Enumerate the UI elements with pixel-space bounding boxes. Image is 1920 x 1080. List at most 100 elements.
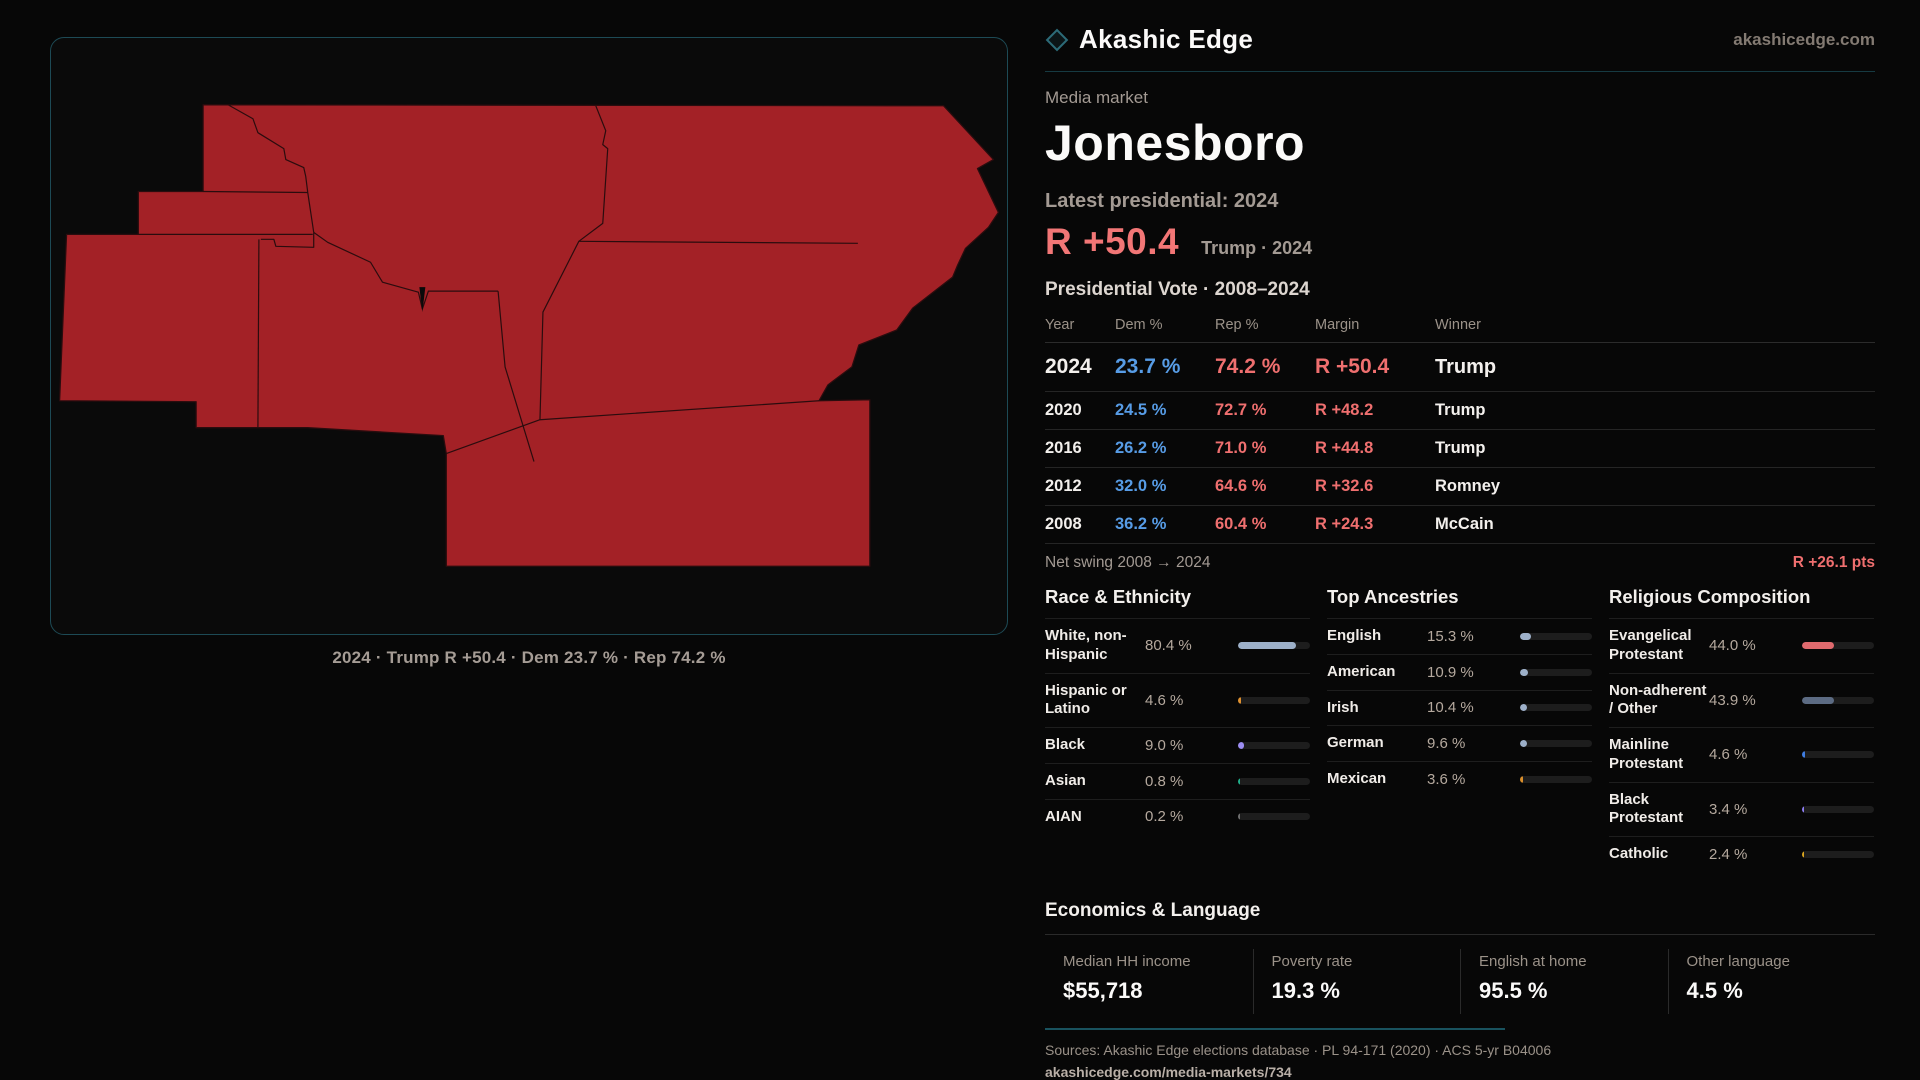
list-item: Catholic 2.4 % <box>1609 836 1874 872</box>
row-rep-pct: 72.7 % <box>1215 401 1267 419</box>
demo-value: 2.4 % <box>1709 845 1748 863</box>
race-ethnicity-column: Race & Ethnicity White, non-Hispanic 80.… <box>1045 586 1310 872</box>
list-item: German 9.6 % <box>1327 725 1592 761</box>
demo-label: English <box>1327 627 1382 644</box>
col-dem: Dem % <box>1115 317 1163 333</box>
stat-median-hh-income: Median HH income $55,718 <box>1045 949 1253 1014</box>
stat-other-language: Other language 4.5 % <box>1667 948 1876 1014</box>
col-margin: Margin <box>1315 317 1360 333</box>
demo-label: Irish <box>1327 698 1359 716</box>
county-map <box>58 104 1000 567</box>
row-margin: R +44.8 <box>1315 439 1374 457</box>
demo-value: 80.4 % <box>1145 637 1192 655</box>
stat-value: 19.3 % <box>1271 977 1341 1003</box>
net-swing-row: Net swing 2008 → 2024 R +26.1 pts <box>1045 544 1875 584</box>
demo-label: Evangelical Protestant <box>1609 627 1692 663</box>
row-rep-pct: 64.6 % <box>1215 477 1267 495</box>
col-rep: Rep % <box>1215 317 1259 333</box>
list-item: Evangelical Protestant 44.0 % <box>1609 618 1874 673</box>
table-row: 2024 23.7 % 74.2 % R +50.4 Trump <box>1045 343 1875 392</box>
demo-bar <box>1238 642 1310 650</box>
row-winner: Romney <box>1435 477 1501 495</box>
demo-value: 10.4 % <box>1427 699 1474 717</box>
vote-table-header: Year Dem % Rep % Margin Winner <box>1045 311 1875 343</box>
demo-bar <box>1802 805 1874 813</box>
headline-margin-value: R +50.4 <box>1045 221 1180 262</box>
row-margin: R +50.4 <box>1315 355 1390 378</box>
row-winner: McCain <box>1435 515 1494 533</box>
stat-label: English at home <box>1479 952 1587 970</box>
row-year: 2020 <box>1045 401 1082 419</box>
demo-label: White, non-Hispanic <box>1045 627 1127 663</box>
demo-bar <box>1520 775 1592 783</box>
table-row: 2020 24.5 % 72.7 % R +48.2 Trump <box>1045 392 1875 430</box>
list-item: White, non-Hispanic 80.4 % <box>1045 618 1310 673</box>
net-swing-value: R +26.1 pts <box>1792 554 1875 571</box>
row-margin: R +24.3 <box>1315 515 1374 533</box>
religious-composition-column: Religious Composition Evangelical Protes… <box>1609 586 1874 872</box>
list-item: English 15.3 % <box>1327 618 1592 654</box>
brand-name: Akashic Edge <box>1079 24 1254 54</box>
demo-value: 9.6 % <box>1427 735 1466 753</box>
demo-label: Hispanic or Latino <box>1045 681 1127 718</box>
vote-table-title: Presidential Vote · 2008–2024 <box>1045 279 1310 300</box>
table-row: 2008 36.2 % 60.4 % R +24.3 McCain <box>1045 506 1875 544</box>
row-rep-pct: 74.2 % <box>1215 355 1281 378</box>
stat-label: Other language <box>1686 952 1790 970</box>
demo-label: German <box>1327 734 1384 752</box>
religious-composition-title: Religious Composition <box>1609 586 1811 607</box>
headline-margin-row: R +50.4 Trump · 2024 <box>1045 221 1875 263</box>
media-market-map-panel <box>50 37 1008 635</box>
row-dem-pct: 32.0 % <box>1115 477 1167 495</box>
list-item: Asian 0.8 % <box>1045 762 1310 799</box>
row-rep-pct: 60.4 % <box>1215 515 1267 533</box>
demo-label: Asian <box>1045 771 1086 789</box>
top-ancestries-column: Top Ancestries English 15.3 % American 1… <box>1327 586 1592 872</box>
col-year: Year <box>1045 317 1075 333</box>
demo-label: Non-adherent / Other <box>1609 681 1707 718</box>
demo-bar <box>1238 813 1310 821</box>
brand-domain-link[interactable]: akashicedge.com <box>1733 29 1875 49</box>
table-row: 2012 32.0 % 64.6 % R +32.6 Romney <box>1045 468 1875 506</box>
demo-label: Mainline Protestant <box>1609 736 1684 772</box>
demo-label: Black <box>1045 736 1086 753</box>
economics-language-title: Economics & Language <box>1045 900 1875 935</box>
row-dem-pct: 23.7 % <box>1115 355 1181 378</box>
latest-presidential-label: Latest presidential: 2024 <box>1045 190 1279 212</box>
demo-bar <box>1802 850 1874 858</box>
demo-bar <box>1802 696 1874 704</box>
row-margin: R +32.6 <box>1315 477 1374 495</box>
headline-margin-note: Trump · 2024 <box>1201 238 1313 258</box>
row-year: 2024 <box>1045 355 1092 378</box>
permalink[interactable]: akashicedge.com/media-markets/734 <box>1045 1063 1292 1080</box>
presidential-vote-table: Year Dem % Rep % Margin Winner 2024 23.7… <box>1045 311 1875 544</box>
net-swing-label: Net swing 2008 → 2024 <box>1045 554 1211 571</box>
table-row: 2016 26.2 % 71.0 % R +44.8 Trump <box>1045 430 1875 468</box>
demo-value: 3.6 % <box>1427 770 1466 788</box>
stat-value: 4.5 % <box>1686 977 1743 1003</box>
demo-value: 15.3 % <box>1427 627 1474 645</box>
list-item: Hispanic or Latino 4.6 % <box>1045 672 1310 728</box>
demo-value: 10.9 % <box>1427 663 1474 681</box>
demo-label: AIAN <box>1045 807 1082 825</box>
row-rep-pct: 71.0 % <box>1215 439 1267 457</box>
col-winner: Winner <box>1435 317 1481 333</box>
demo-bar <box>1238 696 1310 704</box>
demo-bar <box>1520 740 1592 748</box>
list-item: Irish 10.4 % <box>1327 689 1592 726</box>
economics-stats-grid: Median HH income $55,718 Poverty rate 19… <box>1045 948 1876 1014</box>
row-dem-pct: 36.2 % <box>1115 515 1167 533</box>
list-item: Black 9.0 % <box>1045 727 1310 763</box>
sources-line: Sources: Akashic Edge elections database… <box>1045 1041 1552 1058</box>
demo-bar <box>1520 704 1592 712</box>
demo-bar <box>1238 777 1310 785</box>
top-ancestries-title: Top Ancestries <box>1327 586 1459 607</box>
market-profile-panel: Akashic Edge akashicedge.com Media marke… <box>1045 24 1875 1080</box>
demo-value: 0.2 % <box>1145 808 1184 826</box>
demo-value: 3.4 % <box>1709 800 1748 818</box>
demo-value: 9.0 % <box>1145 736 1184 754</box>
stat-value: 95.5 % <box>1479 977 1548 1003</box>
list-item: Non-adherent / Other 43.9 % <box>1609 672 1874 728</box>
page-title: Jonesboro <box>1045 115 1306 171</box>
demo-label: Black Protestant <box>1609 790 1684 827</box>
